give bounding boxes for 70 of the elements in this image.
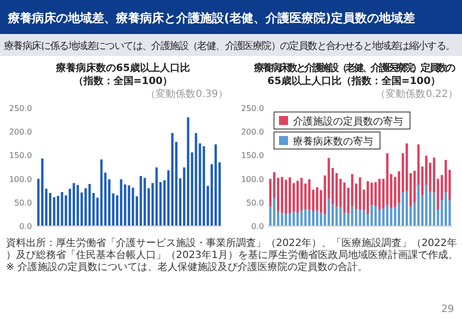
bar bbox=[366, 181, 369, 214]
bar bbox=[214, 144, 217, 226]
bar bbox=[406, 191, 408, 226]
y-tick-label: 0.0 bbox=[251, 222, 264, 231]
bar bbox=[351, 206, 354, 226]
bar bbox=[316, 187, 318, 210]
text: （変動係数0.39） bbox=[146, 88, 228, 100]
bar bbox=[308, 209, 310, 226]
legend-label: 介護施設の定員数の寄与 bbox=[293, 116, 403, 128]
bar bbox=[374, 182, 377, 206]
y-tick-label: 250.0 bbox=[9, 104, 32, 113]
y-tick-label: 100.0 bbox=[9, 174, 32, 184]
text: 29 bbox=[441, 304, 454, 315]
y-tick-label: 50.0 bbox=[14, 198, 32, 208]
y-tick-label: 50.0 bbox=[246, 198, 264, 208]
y-tick-label: 250.0 bbox=[241, 104, 264, 113]
bar bbox=[328, 198, 330, 226]
bar bbox=[402, 192, 404, 226]
bar bbox=[343, 182, 346, 213]
bar bbox=[202, 146, 206, 226]
legend-label: 療養病床数の寄与 bbox=[293, 136, 373, 148]
y-tick-label: 200.0 bbox=[9, 128, 32, 137]
bar bbox=[76, 184, 79, 226]
bar bbox=[49, 192, 52, 226]
bar bbox=[100, 159, 103, 226]
text: 療養病床に係る地域差については、介護施設（老健、介護医療院）の定員数と合わせると地域差は縮小する。 bbox=[4, 40, 455, 52]
bar bbox=[292, 212, 295, 226]
y-tick-label: 100.0 bbox=[241, 174, 264, 184]
text: （変動係数0.22） bbox=[376, 88, 458, 100]
text: ※ 介護施設の定員数については、老人保健施設及び介護医療院の定員数の合計。 bbox=[6, 261, 368, 273]
bar bbox=[312, 212, 314, 226]
y-tick-label: 150.0 bbox=[241, 151, 264, 160]
bar bbox=[144, 178, 146, 226]
bar bbox=[52, 197, 56, 226]
bar bbox=[390, 208, 392, 226]
bar bbox=[288, 214, 291, 226]
bar bbox=[374, 206, 377, 226]
bar bbox=[354, 209, 358, 226]
bar bbox=[155, 167, 158, 226]
y-tick-label: 150.0 bbox=[9, 151, 32, 160]
bar bbox=[386, 153, 388, 205]
bar bbox=[296, 180, 299, 214]
bar bbox=[88, 184, 91, 226]
bar bbox=[84, 188, 87, 226]
bar bbox=[386, 204, 388, 226]
bar bbox=[370, 205, 373, 226]
bar bbox=[308, 179, 310, 210]
text: 療養病床の地域差、療養病床と介護施設(老健、介護医療院)定員数の地域差 bbox=[7, 11, 415, 25]
bar bbox=[394, 207, 396, 226]
bar bbox=[41, 158, 44, 226]
bar bbox=[382, 208, 385, 226]
bar bbox=[296, 213, 299, 226]
bar bbox=[273, 198, 276, 226]
bar bbox=[316, 210, 318, 226]
bar bbox=[171, 133, 174, 226]
bar bbox=[444, 192, 447, 226]
bar bbox=[120, 179, 122, 226]
y-tick-label: 0.0 bbox=[19, 222, 32, 231]
bar bbox=[425, 184, 428, 226]
bar bbox=[140, 176, 142, 226]
bar bbox=[186, 117, 190, 226]
bar bbox=[288, 177, 291, 214]
chart-title: 療養病床数と介護施設（老健、介護医療院）定員数の65歳以上人口比（指数：全国=100） bbox=[253, 62, 456, 87]
text: 資料出所：厚生労働省「介護サービス施設・事業所調査」（2022年）、「医療施設調査」（2022年）及び総務省「住民基本台帳人口」（2023年1月）を基に厚生労働省医政局地域医療計画課で作成。 bbox=[6, 237, 458, 261]
bar bbox=[362, 210, 366, 226]
chart-title: 療養病床数の65歳以上人口比（指数：全国=100） bbox=[55, 62, 190, 87]
bar bbox=[335, 206, 338, 226]
bar bbox=[72, 183, 76, 226]
y-tick-label: 200.0 bbox=[241, 128, 264, 137]
bar bbox=[56, 196, 60, 226]
